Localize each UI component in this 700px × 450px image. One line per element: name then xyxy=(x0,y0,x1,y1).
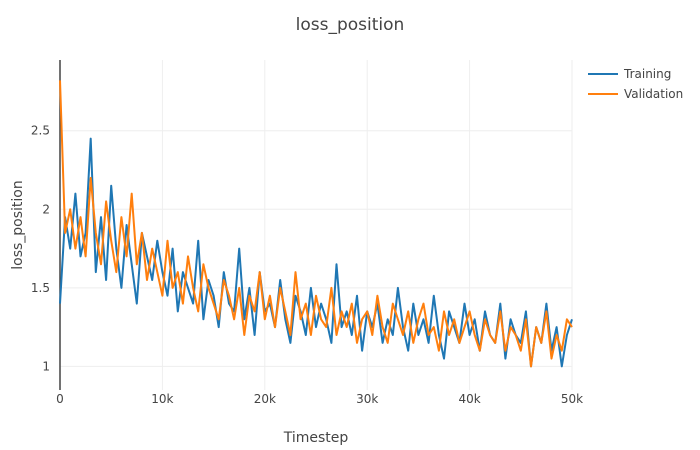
legend-label: Validation xyxy=(624,87,683,101)
x-tick-label: 10k xyxy=(151,392,173,406)
legend-item-training[interactable]: Training xyxy=(588,67,671,81)
legend-item-validation[interactable]: Validation xyxy=(588,87,683,101)
axes: loss_position Timestep loss_position xyxy=(10,15,404,446)
series-line-validation xyxy=(59,80,573,368)
y-axis-title: loss_position xyxy=(10,180,26,270)
y-tick-label: 2 xyxy=(42,202,50,216)
x-tick-label: 40k xyxy=(458,392,480,406)
series-lines xyxy=(59,80,573,368)
legend[interactable]: Training Validation xyxy=(588,67,683,101)
grid-lines xyxy=(60,60,573,390)
x-tick-label: 50k xyxy=(561,392,583,406)
chart-title: loss_position xyxy=(296,15,405,35)
y-tick-label: 1.5 xyxy=(31,281,50,295)
tick-labels: 0 10k 20k 30k 40k 50k 1 1.5 2 2.5 xyxy=(31,124,583,406)
x-axis-title: Timestep xyxy=(283,430,349,446)
x-tick-label: 20k xyxy=(254,392,276,406)
legend-label: Training xyxy=(623,67,671,81)
y-tick-label: 2.5 xyxy=(31,124,50,138)
series-line-training xyxy=(59,137,573,368)
x-tick-label: 30k xyxy=(356,392,378,406)
y-tick-label: 1 xyxy=(42,359,50,373)
x-tick-label: 0 xyxy=(56,392,64,406)
